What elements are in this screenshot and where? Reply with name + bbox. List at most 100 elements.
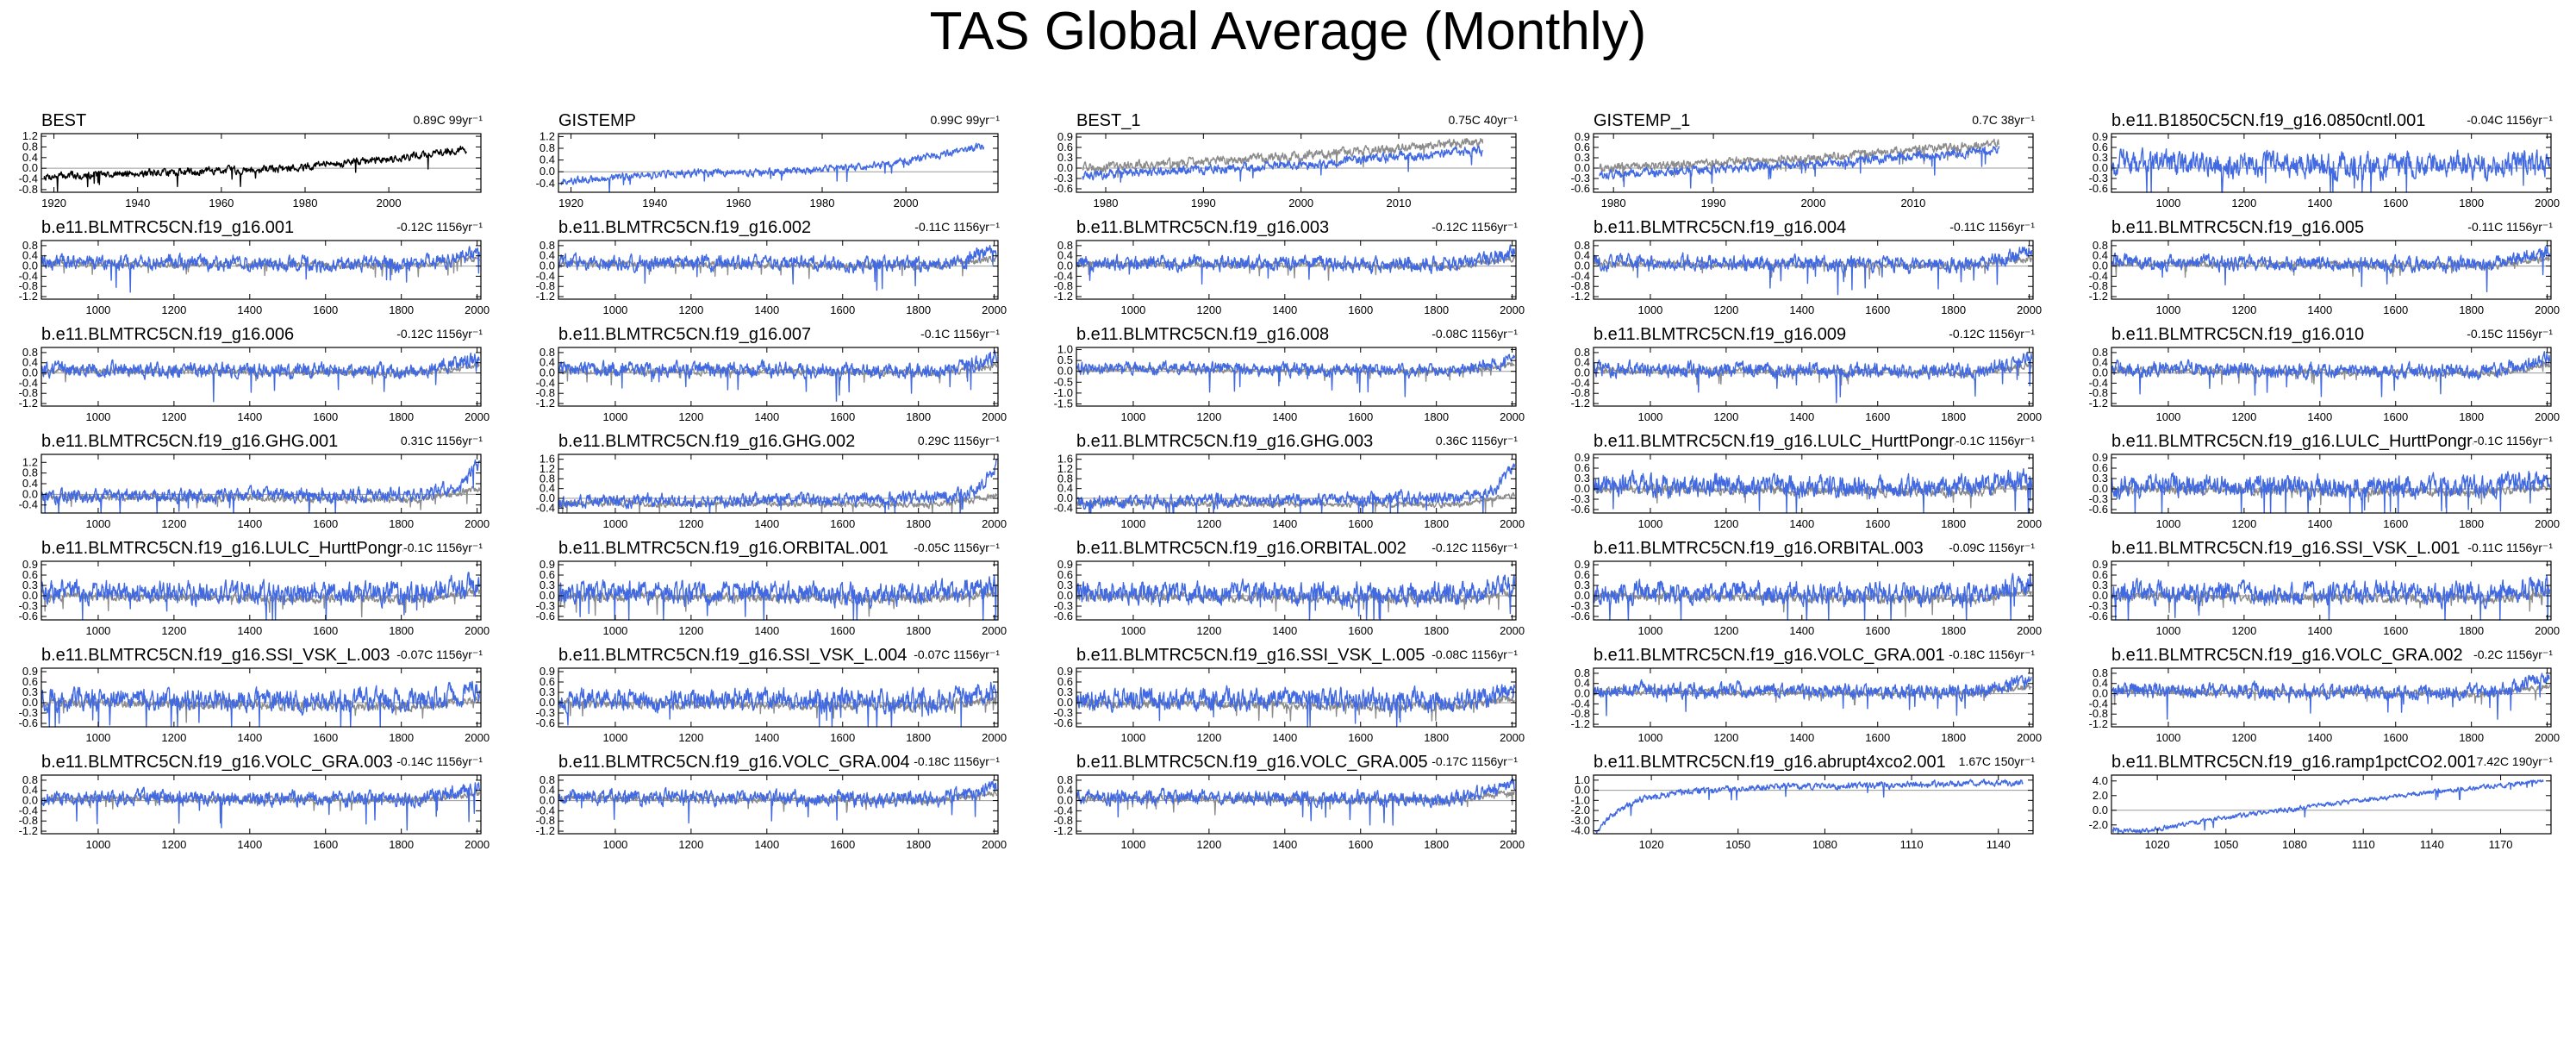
x-tick-label: 1600 bbox=[1865, 624, 1890, 637]
x-tick-label: 2000 bbox=[2017, 410, 2042, 423]
y-tick-label: -0.4 bbox=[536, 177, 555, 190]
x-tick-label: 1600 bbox=[830, 517, 855, 530]
y-tick-label: 0.8 bbox=[2093, 239, 2108, 252]
y-tick-label: 0.4 bbox=[2093, 249, 2108, 262]
x-tick-label: 2000 bbox=[2535, 197, 2560, 210]
y-tick-label: -0.3 bbox=[19, 706, 38, 719]
x-tick-label: 1400 bbox=[237, 517, 262, 530]
panel-title: b.e11.BLMTRC5CN.f19_g16.ORBITAL.003 bbox=[1594, 539, 1924, 558]
y-tick-label: -0.4 bbox=[19, 804, 38, 816]
y-tick-label: 0.4 bbox=[2093, 356, 2108, 369]
y-tick-label: 1.0 bbox=[1575, 773, 1590, 786]
y-tick-label: 0.0 bbox=[1057, 161, 1073, 174]
plot-frame bbox=[1593, 454, 2034, 514]
x-tick-label: 1200 bbox=[1196, 517, 1221, 530]
x-tick-label: 1600 bbox=[830, 624, 855, 637]
series-line-model bbox=[1599, 146, 2000, 189]
chart-panel: b.e11.BLMTRC5CN.f19_g16.VOLC_GRA.005 -0.1… bbox=[1035, 749, 1544, 860]
panel-trend-stat: -0.07C 1156yr⁻¹ bbox=[396, 647, 483, 661]
panel-trend-stat: -0.11C 1156yr⁻¹ bbox=[2467, 541, 2553, 554]
y-tick-label: 0.8 bbox=[540, 472, 555, 485]
y-tick-label: -0.4 bbox=[19, 172, 38, 185]
plot-svg: -1.2-0.8-0.40.00.40.8 1000 1200 1400 1600 180… bbox=[2089, 666, 2560, 744]
x-tick-label: 1800 bbox=[389, 731, 414, 744]
x-tick-label: 1800 bbox=[906, 517, 931, 530]
y-tick-label: 0.4 bbox=[22, 477, 38, 490]
x-tick-label: 1800 bbox=[1424, 624, 1449, 637]
x-tick-label: 1400 bbox=[754, 838, 779, 851]
y-tick-label: 0.3 bbox=[1057, 579, 1073, 591]
x-tick-label: 1400 bbox=[754, 624, 779, 637]
y-tick-label: -1.2 bbox=[1054, 290, 1073, 303]
y-tick-label: 0.4 bbox=[540, 249, 555, 262]
y-tick-label: 0.4 bbox=[1575, 677, 1590, 690]
y-tick-label: 0.8 bbox=[1575, 239, 1590, 252]
series-line-reference bbox=[558, 493, 998, 514]
chart-panel: b.e11.B1850C5CN.f19_g16.0850cntl.001 -0.0… bbox=[2070, 108, 2576, 218]
x-tick-label: 1200 bbox=[2231, 624, 2256, 637]
x-tick-label: 1980 bbox=[293, 197, 318, 210]
y-tick-label: 0.6 bbox=[2093, 568, 2108, 581]
plot-svg: -1.2-0.8-0.40.00.40.8 1000 1200 1400 1600 180… bbox=[1571, 239, 2042, 316]
y-tick-label: 0.8 bbox=[22, 346, 38, 359]
y-tick-label: 0.0 bbox=[2093, 804, 2108, 816]
y-tick-label: -0.5 bbox=[1054, 375, 1073, 388]
x-tick-label: 1600 bbox=[313, 410, 338, 423]
y-tick-label: -0.8 bbox=[2089, 386, 2108, 399]
y-tick-label: 0.0 bbox=[540, 794, 555, 807]
y-tick-label: 1.2 bbox=[540, 129, 555, 142]
y-tick-label: -1.2 bbox=[2089, 717, 2108, 730]
series-line-reference bbox=[2111, 685, 2551, 705]
series-line-model bbox=[558, 574, 998, 621]
chart-panel: BEST 0.89C 99yr⁻¹ -0.8 -0.4 0.0 0.4 0.8 1.2 1920… bbox=[0, 108, 508, 218]
x-tick-label: 1400 bbox=[1272, 838, 1297, 851]
panel-title: b.e11.BLMTRC5CN.f19_g16.ramp1pctCO2.001 bbox=[2111, 753, 2477, 772]
x-tick-label: 1800 bbox=[2459, 731, 2484, 744]
x-tick-label: 2000 bbox=[465, 624, 490, 637]
series-line-model bbox=[1593, 351, 2033, 404]
plot-svg: -1.2-0.8-0.40.00.40.8 1000 1200 1400 1600 180… bbox=[536, 239, 1007, 316]
panel-trend-stat: -0.18C 1156yr⁻¹ bbox=[914, 754, 1000, 768]
y-tick-label: -0.8 bbox=[2089, 707, 2108, 720]
y-tick-label: 2.0 bbox=[2093, 789, 2108, 802]
plot-svg: -0.6-0.30.00.30.60.9 1000 1200 1400 1600 1800… bbox=[1571, 558, 2042, 637]
y-tick-label: -1.2 bbox=[1571, 397, 1590, 410]
x-tick-label: 2000 bbox=[2535, 410, 2560, 423]
x-tick-label: 1600 bbox=[313, 303, 338, 316]
x-tick-label: 1600 bbox=[313, 838, 338, 851]
x-tick-label: 1800 bbox=[1941, 410, 1966, 423]
x-tick-label: 2000 bbox=[465, 517, 490, 530]
x-tick-label: 1800 bbox=[1424, 517, 1449, 530]
plot-svg: -0.6-0.30.00.30.60.9 1000 1200 1400 1600 1800… bbox=[536, 665, 1007, 744]
x-tick-label: 2000 bbox=[982, 410, 1007, 423]
x-tick-label: 1000 bbox=[1120, 624, 1145, 637]
plot-frame bbox=[1076, 774, 1517, 835]
y-tick-label: -0.8 bbox=[19, 386, 38, 399]
x-tick-label: 1000 bbox=[1637, 731, 1662, 744]
chart-panel: b.e11.BLMTRC5CN.f19_g16.010 -0.15C 1156yr… bbox=[2070, 322, 2576, 432]
y-tick-label: 0.4 bbox=[540, 482, 555, 495]
y-tick-label: 0.3 bbox=[1575, 151, 1590, 164]
y-tick-label: -0.4 bbox=[2089, 269, 2108, 282]
x-tick-label: 1000 bbox=[1120, 303, 1145, 316]
x-tick-label: 1600 bbox=[1348, 517, 1373, 530]
plot-svg: -1.5-1.0-0.50.00.51.0 1000 1200 1400 1600 180… bbox=[1054, 343, 1525, 423]
series-line-model bbox=[2111, 575, 2551, 621]
x-tick-label: 1400 bbox=[754, 731, 779, 744]
x-tick-label: 1200 bbox=[161, 517, 186, 530]
plot-svg: -1.2-0.8-0.40.00.40.8 1000 1200 1400 1600 180… bbox=[536, 773, 1007, 851]
x-tick-label: 1200 bbox=[1713, 410, 1738, 423]
x-tick-label: 2000 bbox=[377, 197, 402, 210]
y-tick-label: -0.4 bbox=[19, 269, 38, 282]
y-tick-label: 0.9 bbox=[1575, 558, 1590, 571]
series-line-model bbox=[41, 246, 481, 293]
chart-panel: b.e11.BLMTRC5CN.f19_g16.VOLC_GRA.001 -0.1… bbox=[1552, 642, 2061, 753]
series-line-model bbox=[1076, 778, 1516, 826]
y-tick-label: 0.0 bbox=[1575, 161, 1590, 174]
y-tick-label: 0.0 bbox=[1057, 589, 1073, 602]
y-tick-label: -0.8 bbox=[1054, 814, 1073, 827]
plot-svg: -1.2-0.8-0.40.00.40.8 1000 1200 1400 1600 180… bbox=[19, 239, 490, 316]
plot-frame bbox=[1593, 240, 2034, 300]
x-tick-label: 1000 bbox=[1637, 303, 1662, 316]
panel-trend-stat: -0.1C 1156yr⁻¹ bbox=[2473, 434, 2553, 447]
